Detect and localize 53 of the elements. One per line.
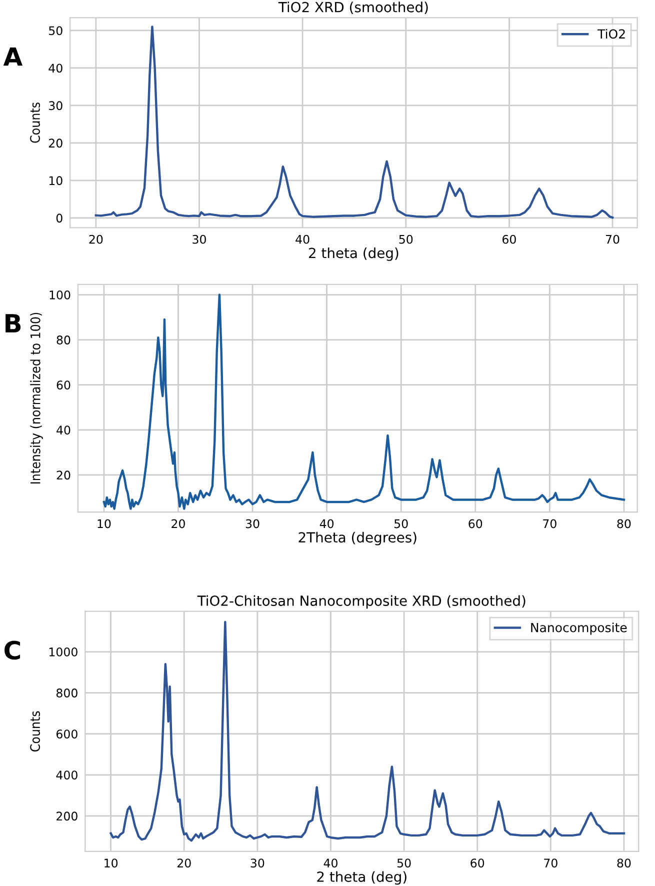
text: A xyxy=(3,47,22,66)
y-tick-label: 400 xyxy=(56,770,78,780)
x-tick-label: 80 xyxy=(617,858,631,868)
x-tick-label: 70 xyxy=(544,858,558,868)
y-axis-title: Intensity (normalized to 100) xyxy=(30,312,43,484)
y-tick-label: 30 xyxy=(49,101,62,110)
x-tick-label: 20 xyxy=(172,519,185,528)
x-tick-label: 30 xyxy=(192,234,206,244)
y-tick-label: 80 xyxy=(56,336,70,344)
x-tick-label: 10 xyxy=(98,519,111,528)
x-axis-title: 2 theta (deg) xyxy=(309,247,398,261)
x-tick-label: 40 xyxy=(296,234,310,244)
x-tick-label: 70 xyxy=(543,519,556,528)
x-tick-label: 50 xyxy=(397,858,411,868)
y-tick-label: 50 xyxy=(49,26,62,36)
line-series xyxy=(110,620,626,842)
x-tick-label: 50 xyxy=(399,234,413,244)
chart-title: TiO2-Chitosan Nanocomposite XRD (smoothed) xyxy=(197,595,526,609)
x-tick-label: 40 xyxy=(324,858,338,868)
y-tick-label: 60 xyxy=(56,380,70,390)
y-tick-label: 800 xyxy=(56,688,78,698)
y-tick-label: 20 xyxy=(48,138,62,148)
x-tick-label: 30 xyxy=(250,858,264,868)
x-axis-title: 2 theta (deg) xyxy=(317,871,406,885)
x-tick-label: 60 xyxy=(470,858,484,868)
y-tick-label: 0 xyxy=(56,214,62,223)
text: B xyxy=(6,314,21,332)
x-tick-label: 20 xyxy=(89,234,103,244)
legend-label: Nanocomposite xyxy=(531,622,627,635)
x-tick-label: 40 xyxy=(320,519,334,528)
text: C xyxy=(4,640,20,660)
x-axis-title: 2Theta (degrees) xyxy=(298,532,416,546)
y-tick-label: 1000 xyxy=(49,647,78,656)
line-series xyxy=(102,294,626,510)
y-tick-label: 200 xyxy=(56,812,78,821)
x-tick-label: 80 xyxy=(617,519,631,528)
y-tick-label: 10 xyxy=(49,176,62,186)
y-tick-label: 40 xyxy=(56,426,70,435)
x-tick-label: 10 xyxy=(104,858,118,868)
x-tick-label: 50 xyxy=(394,519,408,528)
y-axis-title: Counts xyxy=(30,711,40,752)
x-tick-label: 60 xyxy=(468,519,482,528)
x-tick-label: 60 xyxy=(502,234,516,244)
y-tick-label: 20 xyxy=(56,470,70,480)
y-tick-label: 100 xyxy=(50,290,70,300)
y-axis-title: Counts xyxy=(30,102,40,143)
x-tick-label: 30 xyxy=(246,519,260,528)
legend-label: TiO2 xyxy=(598,28,625,39)
y-tick-label: 600 xyxy=(56,730,78,739)
y-tick-label: 40 xyxy=(48,64,62,73)
x-tick-label: 20 xyxy=(177,858,191,868)
chart-title: TiO2 XRD (smoothed) xyxy=(278,2,428,14)
x-tick-label: 70 xyxy=(606,234,620,244)
